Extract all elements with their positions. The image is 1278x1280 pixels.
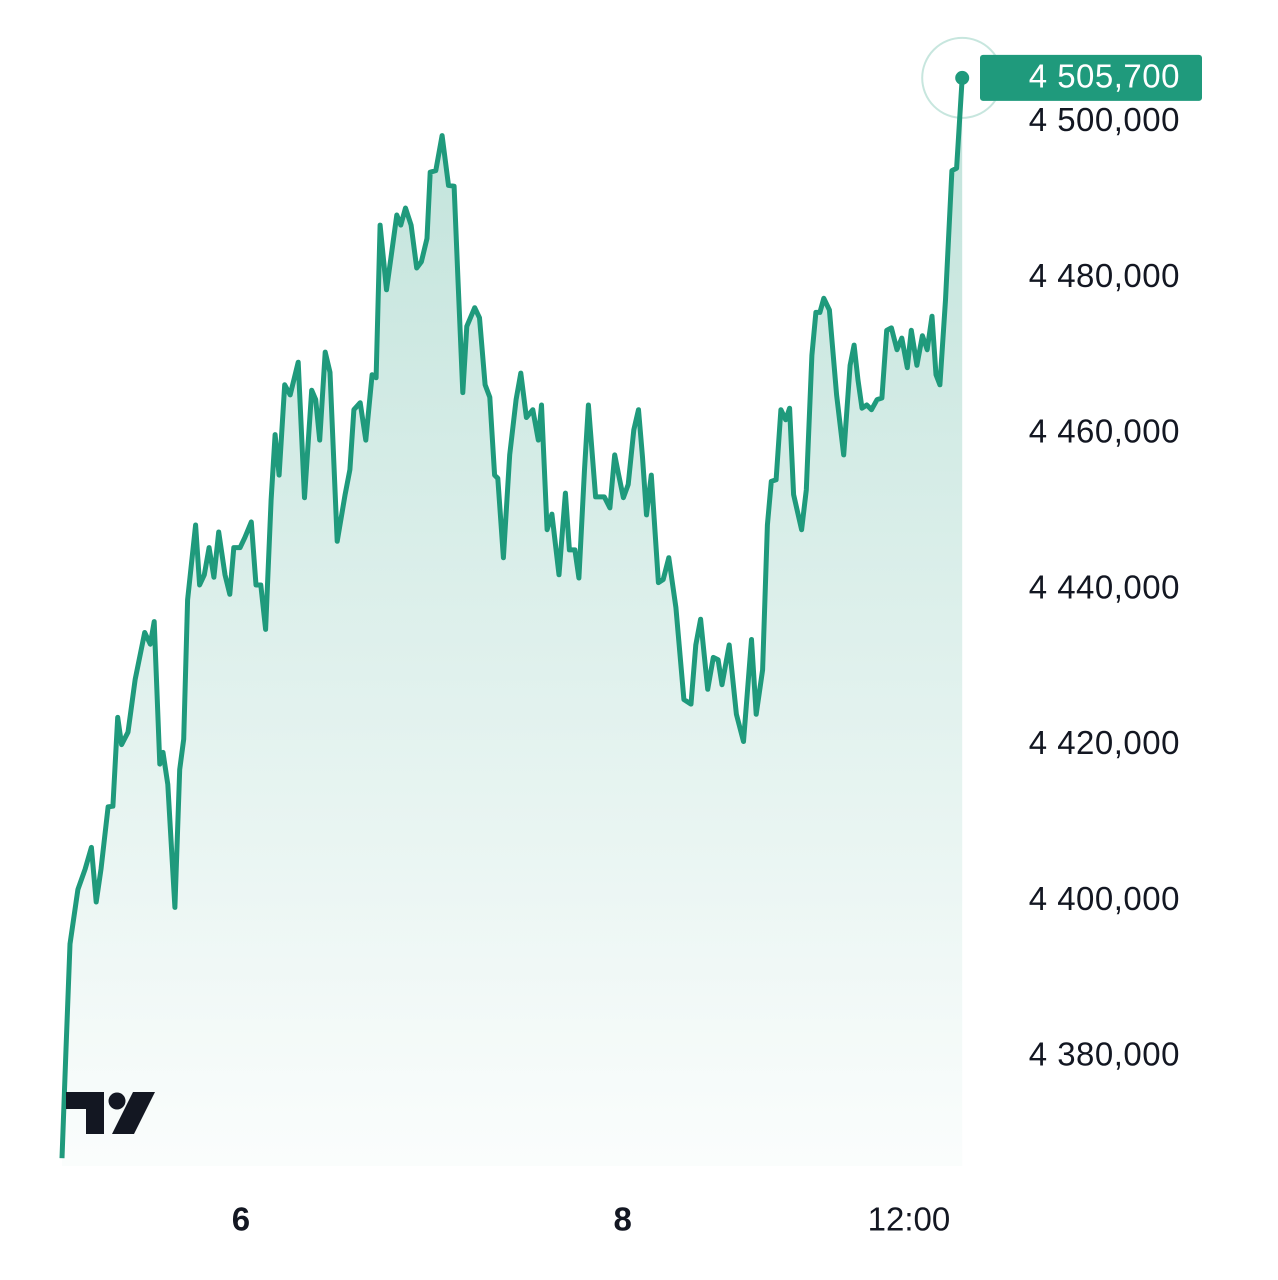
price-line <box>59 77 965 1159</box>
x-tick-label: 6 <box>232 1201 250 1238</box>
plot-area <box>59 36 1004 1166</box>
x-tick-label: 8 <box>613 1201 631 1238</box>
y-tick-label: 4 480,000 <box>1029 257 1180 294</box>
y-tick-label: 4 460,000 <box>1029 413 1180 450</box>
last-price-badge <box>980 54 1202 101</box>
axes: 4 380,000 4 400,000 4 420,000 4 440,000 4 46… <box>232 54 1202 1238</box>
x-tick-label: 12:00 <box>868 1201 951 1238</box>
last-price-label: 4 505,700 <box>1029 58 1180 95</box>
last-point <box>955 70 970 85</box>
y-tick-label: 4 400,000 <box>1029 880 1180 917</box>
area-fill <box>62 77 963 1166</box>
y-tick-label: 4 500,000 <box>1029 101 1180 138</box>
y-tick-label: 4 380,000 <box>1029 1036 1180 1073</box>
y-tick-label: 4 420,000 <box>1029 724 1180 761</box>
logo <box>66 1092 155 1134</box>
y-tick-label: 4 440,000 <box>1029 568 1180 605</box>
